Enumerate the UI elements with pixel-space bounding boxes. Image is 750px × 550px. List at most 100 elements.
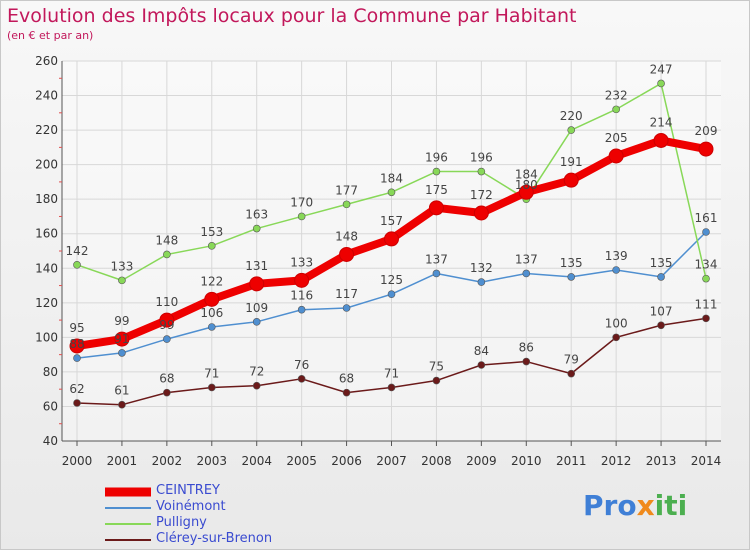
data-label: 99	[159, 318, 174, 332]
data-point	[653, 132, 669, 148]
data-point	[428, 200, 444, 216]
data-label: 205	[605, 131, 628, 145]
data-point	[702, 274, 710, 283]
x-tick-label: 2008	[421, 454, 452, 468]
x-tick-label: 2013	[646, 454, 677, 468]
data-label: 184	[380, 171, 403, 185]
data-point	[702, 228, 710, 236]
chart-subtitle: (en € et par an)	[7, 29, 94, 42]
data-point	[118, 276, 126, 285]
x-tick-label: 2001	[107, 454, 138, 468]
data-point	[612, 266, 620, 274]
data-point	[384, 231, 399, 247]
x-tick-label: 2007	[376, 454, 407, 468]
data-label: 135	[650, 256, 673, 270]
x-tick-label: 2010	[511, 454, 542, 468]
data-label: 148	[155, 233, 178, 247]
data-label: 142	[66, 244, 89, 258]
data-point	[567, 369, 576, 378]
legend-label: Clérey-sur-Brenon	[156, 531, 273, 546]
logo-part-2: x	[636, 489, 655, 522]
data-label: 107	[650, 304, 673, 318]
logo-part-1: Pro	[583, 489, 637, 522]
data-point	[473, 205, 489, 221]
data-label: 95	[69, 321, 84, 335]
data-label: 137	[515, 252, 538, 266]
data-label: 209	[695, 124, 718, 138]
data-point	[297, 375, 306, 383]
data-point	[432, 269, 441, 278]
data-label: 99	[114, 314, 129, 328]
data-point	[114, 331, 130, 347]
data-label: 214	[650, 115, 673, 129]
data-point	[567, 126, 576, 134]
data-point	[432, 167, 441, 176]
data-point	[477, 167, 486, 176]
data-point	[118, 349, 126, 357]
data-label: 133	[110, 259, 133, 273]
data-point	[477, 361, 486, 369]
data-point	[342, 304, 351, 312]
data-point	[252, 318, 261, 326]
proxiti-logo: Proxiti	[583, 489, 687, 522]
data-point	[297, 305, 306, 314]
data-label: 68	[159, 372, 174, 386]
y-tick-label: 260	[35, 54, 58, 68]
data-label: 111	[695, 297, 718, 311]
data-label: 163	[245, 208, 268, 222]
data-point	[387, 188, 396, 197]
x-tick-label: 2005	[286, 454, 317, 468]
y-tick-label: 240	[35, 89, 58, 103]
data-label: 100	[605, 316, 628, 330]
data-label: 172	[470, 188, 493, 202]
data-point	[702, 314, 710, 323]
data-label: 72	[249, 365, 264, 379]
data-label: 196	[470, 151, 493, 165]
data-point	[612, 105, 620, 114]
y-tick-label: 140	[35, 261, 58, 275]
data-point	[608, 148, 624, 164]
data-label: 135	[560, 256, 583, 270]
y-tick-label: 200	[35, 158, 58, 172]
data-point	[163, 388, 171, 397]
y-tick-label: 40	[43, 434, 58, 448]
data-label: 109	[245, 301, 268, 315]
data-point	[522, 269, 531, 278]
data-point	[563, 172, 579, 188]
data-point	[387, 290, 396, 298]
y-tick-label: 100	[35, 330, 58, 344]
data-label: 157	[380, 214, 403, 228]
data-label: 110	[155, 295, 178, 309]
legend-label: Voinémont	[156, 499, 226, 514]
data-label: 76	[294, 358, 309, 372]
data-label: 175	[425, 183, 448, 197]
data-point	[567, 273, 576, 281]
data-point	[294, 272, 310, 288]
data-point	[252, 381, 261, 390]
data-label: 62	[69, 382, 84, 396]
data-label: 191	[560, 155, 583, 169]
data-point	[163, 250, 171, 259]
data-label: 153	[200, 225, 223, 239]
data-point	[342, 388, 351, 397]
y-tick-label: 220	[35, 123, 58, 137]
chart-title: Evolution des Impôts locaux pour la Comm…	[7, 5, 577, 27]
data-label: 86	[519, 341, 534, 355]
data-label: 184	[515, 167, 538, 181]
data-label: 122	[200, 274, 223, 288]
data-label: 170	[290, 195, 313, 209]
data-label: 139	[605, 249, 628, 263]
data-label: 232	[605, 88, 628, 102]
data-point	[657, 79, 665, 88]
data-point	[163, 335, 171, 343]
data-label: 161	[695, 211, 718, 225]
data-point	[657, 273, 665, 281]
data-label: 106	[200, 306, 223, 320]
data-point	[69, 338, 85, 354]
x-tick-label: 2009	[466, 454, 497, 468]
data-point	[342, 200, 351, 209]
data-label: 131	[245, 259, 268, 273]
data-label: 180	[515, 178, 538, 192]
x-tick-label: 2014	[691, 454, 722, 468]
x-tick-label: 2004	[241, 454, 272, 468]
